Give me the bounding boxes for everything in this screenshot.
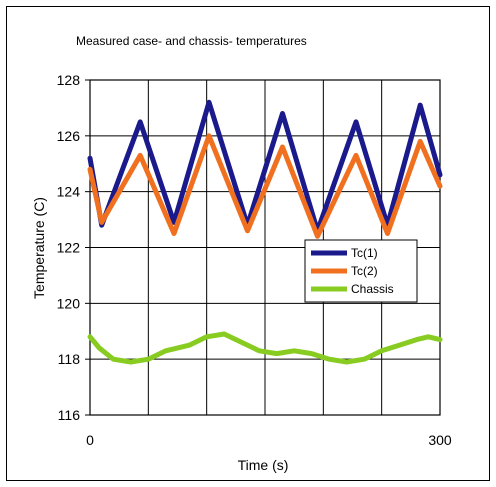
legend-label: Tc(2) [351, 264, 378, 278]
y-tick-labels: 116 118 120 122 124 126 128 [57, 72, 90, 423]
legend-label: Chassis [351, 282, 394, 296]
series-lines [87, 99, 443, 365]
x-tick-label: 300 [428, 432, 452, 448]
legend: Tc(1) Tc(2) Chassis [304, 239, 418, 303]
y-tick-label: 116 [58, 407, 81, 423]
chart-title: Measured case- and chassis- temperatures [76, 34, 307, 48]
y-tick-label: 118 [58, 351, 81, 367]
y-tick-label: 126 [57, 128, 81, 144]
y-tick-label: 128 [57, 72, 81, 88]
legend-label: Tc(1) [351, 246, 378, 260]
y-axis-label: Temperature (C) [31, 197, 47, 299]
y-tick-label: 120 [57, 295, 81, 311]
x-tick-label: 0 [86, 432, 94, 448]
series-line-tc-1- [87, 99, 443, 234]
x-axis-label: Time (s) [238, 457, 289, 473]
x-tick-labels: 0 300 [86, 432, 452, 448]
y-tick-label: 122 [57, 240, 81, 256]
series-line-chassis [87, 331, 443, 365]
series-line-tc-2- [87, 133, 443, 239]
y-tick-label: 124 [57, 184, 81, 200]
